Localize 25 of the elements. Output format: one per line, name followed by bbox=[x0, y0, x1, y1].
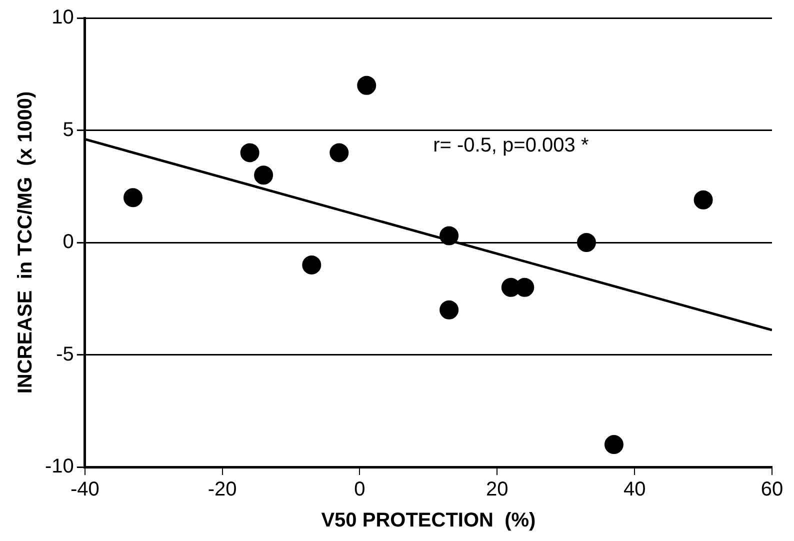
x-tick-label: 60 bbox=[760, 478, 784, 501]
x-axis-title: V50 PROTECTION (%) bbox=[321, 510, 536, 532]
annotation: r= -0.5, p=0.003 * bbox=[433, 134, 589, 156]
y-tick-label: 0 bbox=[62, 231, 74, 254]
point bbox=[124, 188, 143, 208]
y-tick-label: -10 bbox=[45, 456, 74, 478]
y-tick-label: 5 bbox=[62, 118, 74, 141]
point bbox=[254, 166, 274, 185]
point bbox=[302, 255, 322, 274]
x-tick-label: -20 bbox=[208, 478, 237, 501]
x-tick-label: 40 bbox=[623, 478, 646, 501]
point bbox=[440, 300, 459, 320]
point bbox=[440, 226, 459, 246]
y-tick-label: 10 bbox=[52, 6, 74, 29]
y-axis-title: INCREASE in TCC/MG (x 1000) bbox=[14, 91, 37, 394]
x-tick-label: -40 bbox=[70, 478, 100, 501]
point bbox=[576, 233, 596, 252]
point bbox=[240, 143, 260, 162]
point bbox=[357, 76, 376, 95]
point bbox=[604, 435, 624, 454]
point bbox=[694, 190, 713, 210]
x-tick-label: 20 bbox=[486, 478, 508, 501]
y-tick-label: -5 bbox=[56, 343, 74, 366]
x-tick-label: 0 bbox=[354, 478, 366, 501]
point bbox=[330, 143, 349, 162]
